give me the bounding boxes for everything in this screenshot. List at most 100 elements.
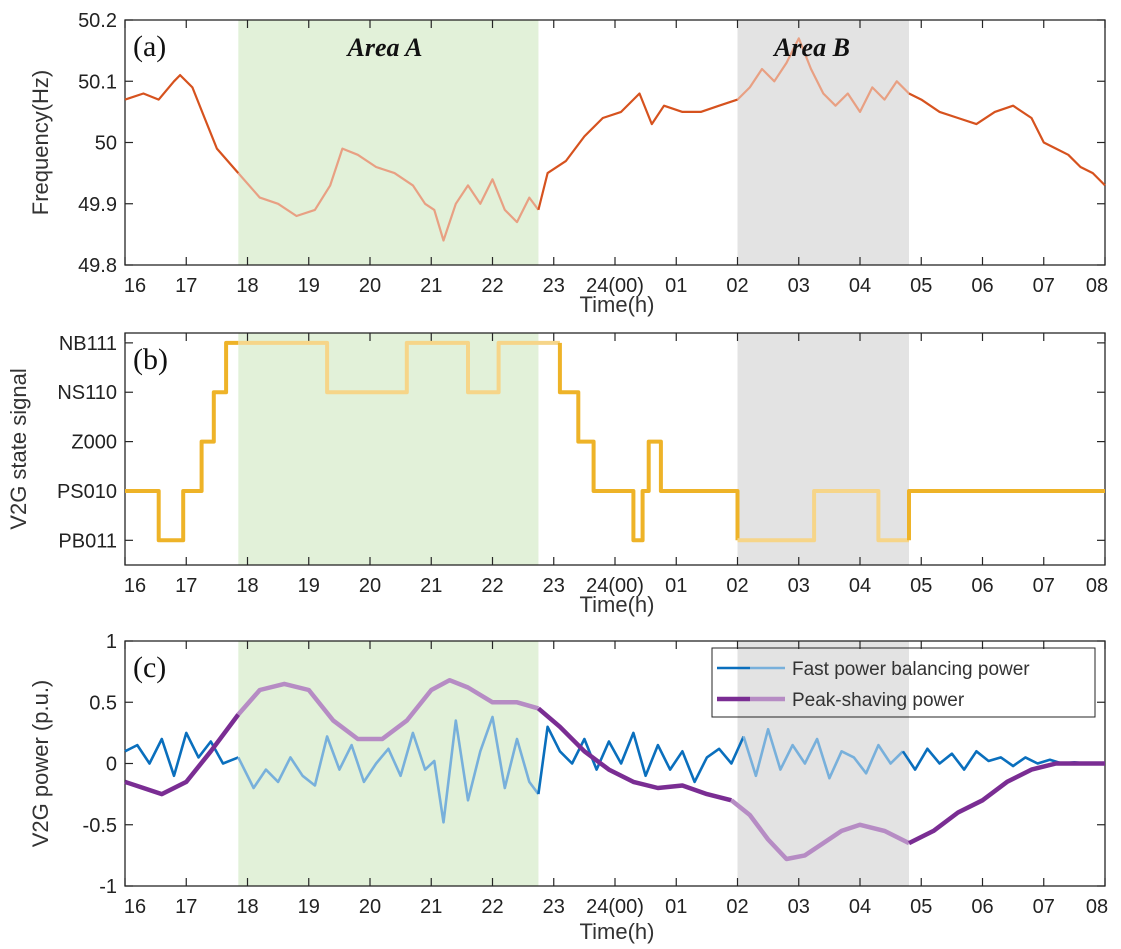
x-tick-label: 18	[236, 575, 258, 597]
y-axis-label: V2G power (p.u.)	[28, 680, 53, 848]
highlight-area-a	[238, 333, 539, 565]
y-tick-label: NB111	[59, 333, 117, 355]
x-tick-label: 08	[1086, 575, 1108, 597]
y-tick-label: PS010	[57, 481, 117, 503]
x-tick-label: 08	[1086, 896, 1108, 918]
x-tick-label: 02	[726, 575, 748, 597]
legend-box	[711, 647, 1096, 718]
y-tick-label: 50	[95, 133, 117, 155]
y-tick-label: 49.9	[78, 194, 117, 216]
x-tick-label: 03	[788, 896, 810, 918]
y-axis-label: Frequency(Hz)	[28, 70, 53, 215]
series-path	[908, 92, 1106, 187]
x-tick-label: 16	[124, 575, 146, 597]
x-tick-label: 20	[359, 275, 381, 297]
x-tick-label: 17	[175, 275, 197, 297]
x-tick-label: 06	[971, 575, 993, 597]
x-tick-label: 02	[726, 896, 748, 918]
x-tick-label: 24(00)	[586, 896, 644, 918]
series-line-0	[125, 340, 1105, 543]
x-tick-label: 06	[971, 896, 993, 918]
y-tick-label: 49.8	[78, 255, 117, 277]
x-tick-label: 23	[543, 896, 565, 918]
panel-a: 16 17 18 19 20 21 22 23 24(00) 01 02 03 04 05 06 07 08 49…	[28, 10, 1108, 317]
panel-c: 16 17 18 19 20 21 22 23 24(00) 01 02 03 04 05 06 07 08-1…	[28, 631, 1108, 944]
x-tick-label: 18	[236, 275, 258, 297]
y-axis-label: V2G state signal	[6, 368, 31, 529]
x-tick-label: 24(00)	[586, 575, 644, 597]
series-path	[557, 342, 740, 543]
x-tick-label: 07	[1033, 275, 1055, 297]
x-tick-label: 19	[298, 275, 320, 297]
series-path	[901, 747, 1105, 771]
panel-label: (c)	[133, 651, 166, 684]
x-tick-label: 05	[910, 575, 932, 597]
x-tick-label: 20	[359, 575, 381, 597]
x-axis-label: Time(h)	[580, 592, 655, 617]
panel-label: (a)	[133, 30, 166, 63]
x-tick-label: 03	[788, 575, 810, 597]
series-path	[237, 715, 540, 824]
x-axis-label: Time(h)	[580, 919, 655, 944]
series-path	[736, 37, 910, 113]
series-path	[125, 340, 239, 543]
x-tick-label: 23	[543, 575, 565, 597]
series-path	[536, 706, 732, 803]
series-path	[238, 340, 560, 395]
x-tick-label: 06	[971, 275, 993, 297]
y-tick-label: -0.5	[83, 815, 117, 837]
series-path	[729, 798, 911, 862]
series-path	[537, 92, 738, 211]
panel-label: (b)	[133, 343, 168, 376]
x-tick-label: 21	[420, 896, 442, 918]
x-tick-label: 21	[420, 275, 442, 297]
series-path	[742, 727, 904, 780]
y-tick-label: 50.1	[78, 71, 117, 93]
x-tick-label: 01	[665, 896, 687, 918]
series-path	[237, 147, 540, 242]
x-axis-label: Time(h)	[580, 292, 655, 317]
series-line-0	[124, 37, 1106, 242]
panel-b: 16 17 18 19 20 21 22 23 24(00) 01 02 03 04 05 06 07 08 PB…	[6, 332, 1108, 617]
x-tick-label: 22	[481, 275, 503, 297]
highlight-area-a	[238, 20, 539, 265]
x-tick-label: 05	[910, 275, 932, 297]
x-tick-label: 19	[298, 896, 320, 918]
x-tick-label: 23	[543, 275, 565, 297]
x-tick-label: 22	[481, 896, 503, 918]
area-label-a: Area A	[346, 33, 423, 62]
series-path	[236, 677, 540, 742]
legend: Fast power balancing power Peak-shaving p…	[711, 647, 1096, 718]
x-tick-label: 17	[175, 575, 197, 597]
x-tick-label: 02	[726, 275, 748, 297]
legend-entry: Peak-shaving power	[792, 690, 965, 711]
x-tick-label: 19	[298, 575, 320, 597]
x-tick-label: 18	[236, 896, 258, 918]
x-tick-label: 04	[849, 275, 871, 297]
x-tick-label: 04	[849, 896, 871, 918]
y-tick-label: Z000	[71, 432, 117, 454]
series-path	[537, 725, 745, 795]
y-tick-label: -1	[99, 876, 117, 898]
series-path	[907, 489, 1105, 541]
highlight-area-a	[238, 641, 539, 886]
highlight-area-b	[737, 20, 909, 265]
y-tick-label: 50.2	[78, 10, 117, 32]
x-tick-label: 22	[481, 575, 503, 597]
y-tick-label: NS110	[57, 382, 117, 404]
series-path	[737, 489, 909, 543]
x-tick-label: 20	[359, 896, 381, 918]
y-tick-label: 1	[106, 631, 117, 653]
series-path	[124, 731, 239, 778]
legend-entry: Fast power balancing power	[792, 659, 1030, 680]
x-tick-label: 08	[1086, 275, 1108, 297]
series-path	[124, 74, 240, 174]
x-tick-label: 05	[910, 896, 932, 918]
series-path	[907, 761, 1105, 846]
y-tick-label: 0.5	[89, 692, 117, 714]
highlight-area-b	[737, 333, 909, 565]
y-tick-label: 0	[106, 754, 117, 776]
x-tick-label: 17	[175, 896, 197, 918]
x-tick-label: 03	[788, 275, 810, 297]
